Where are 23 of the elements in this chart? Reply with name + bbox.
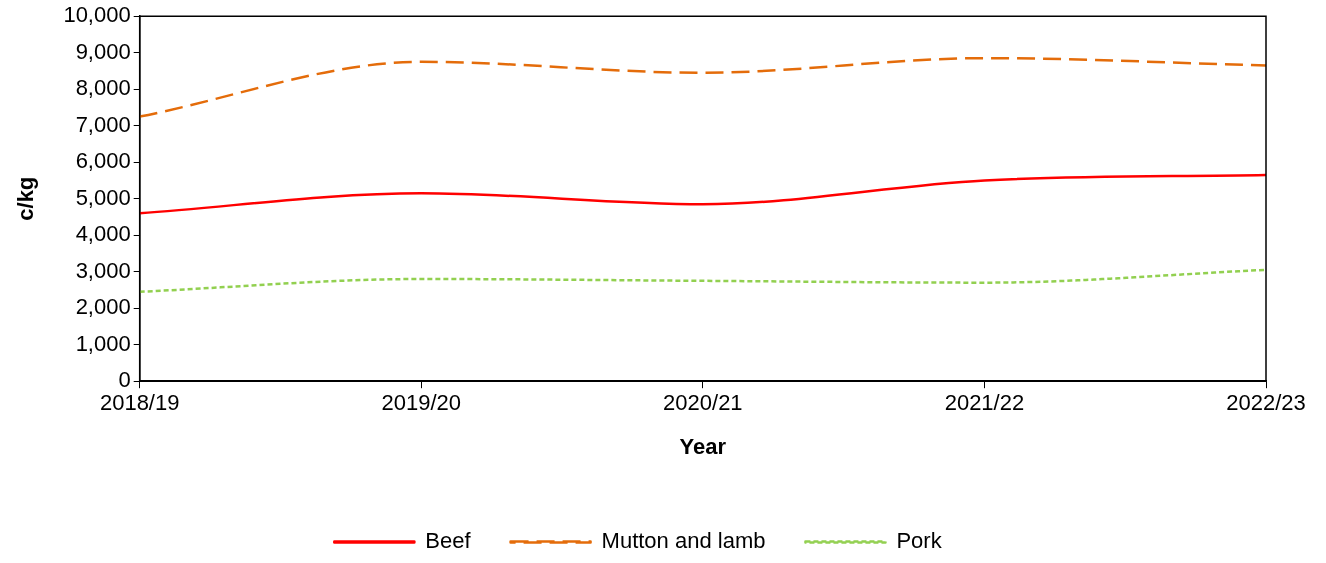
y-tick-label: 9,000 bbox=[75, 38, 131, 64]
x-tick-label: 2018/19 bbox=[99, 390, 180, 416]
y-tick-label: 3,000 bbox=[75, 257, 131, 283]
y-axis-title: c/kg bbox=[13, 176, 39, 221]
legend-label: Mutton and lamb bbox=[601, 528, 766, 554]
legend-label: Pork bbox=[896, 528, 943, 554]
line-series bbox=[138, 56, 1268, 118]
y-tick-label: 4,000 bbox=[75, 221, 131, 247]
y-tick-label: 1,000 bbox=[75, 330, 131, 356]
x-tick-label: 2019/20 bbox=[381, 390, 462, 416]
x-tick-label: 2022/23 bbox=[1226, 390, 1306, 416]
y-tick-label: 8,000 bbox=[75, 75, 131, 101]
x-tick-label: 2021/22 bbox=[944, 390, 1025, 416]
y-tick-label: 10,000 bbox=[63, 2, 131, 28]
legend-label: Beef bbox=[425, 528, 472, 554]
x-tick-label: 2020/21 bbox=[663, 390, 743, 416]
y-tick-label: 5,000 bbox=[75, 184, 131, 210]
x-axis-title: Year bbox=[679, 433, 727, 459]
line-series bbox=[138, 173, 1268, 215]
y-tick-label: 0 bbox=[118, 367, 131, 393]
y-tick-label: 7,000 bbox=[75, 111, 131, 137]
y-tick-label: 2,000 bbox=[75, 294, 131, 320]
y-tick-label: 6,000 bbox=[75, 148, 131, 174]
